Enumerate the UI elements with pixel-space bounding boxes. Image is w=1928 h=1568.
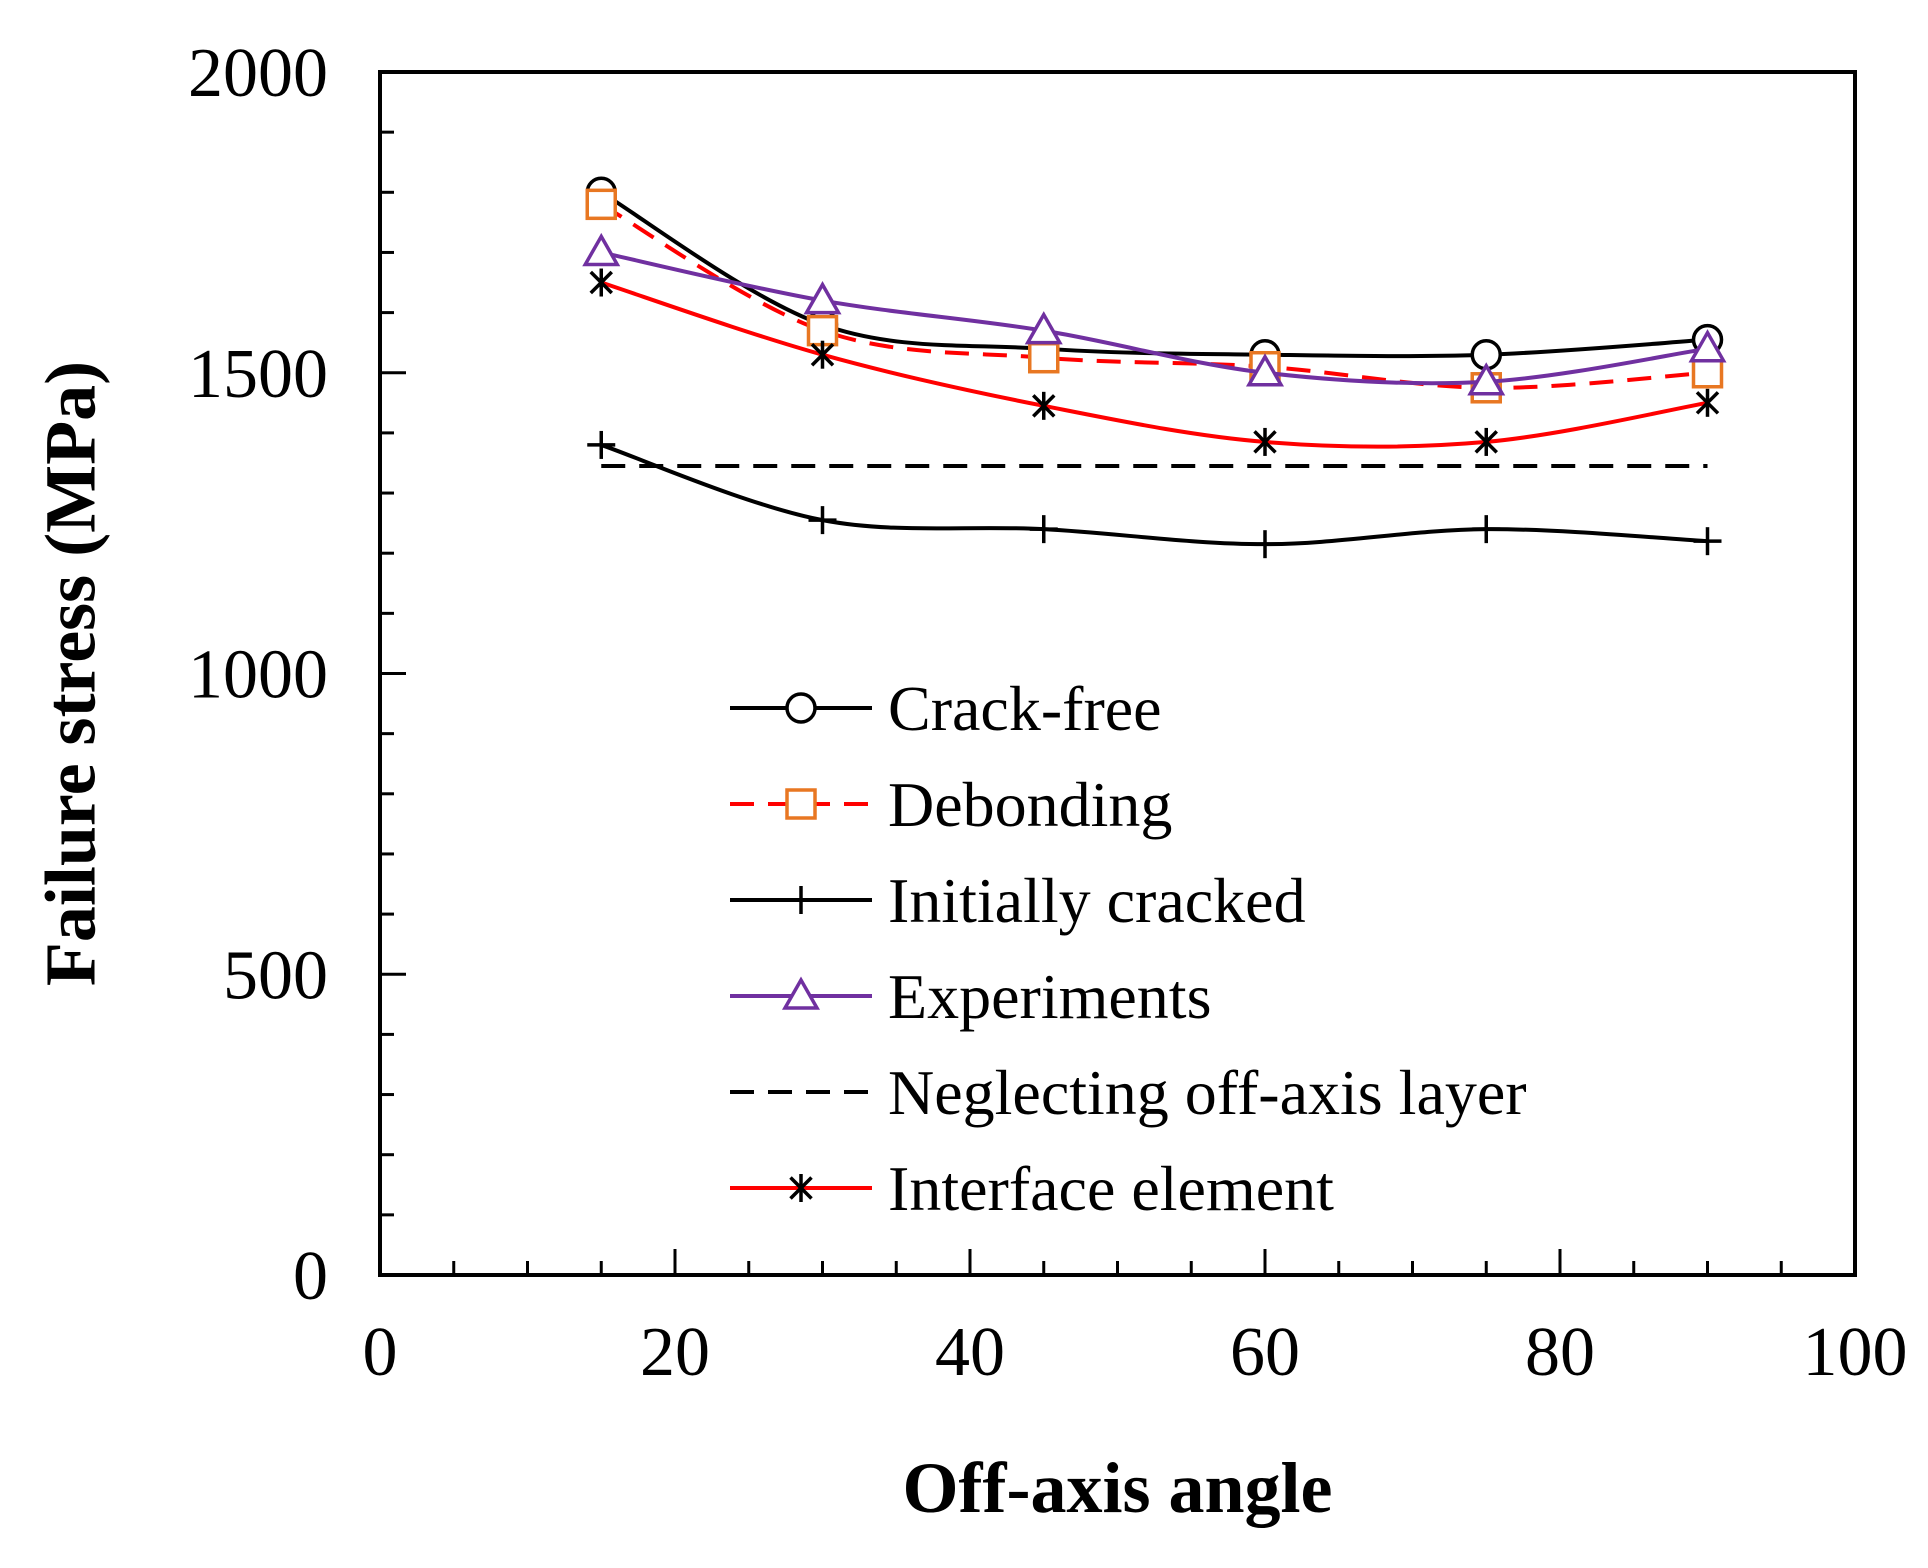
legend: Crack-free Debonding Initially cracked Expe… [730,673,1527,1224]
series-layer [582,176,1727,559]
data-point [1024,311,1063,345]
series-line [600,190,1708,359]
legend-item: Initially cracked [730,865,1306,936]
series-3 [582,232,1727,396]
series-line [600,280,1708,449]
x-tick-label: 40 [935,1314,1005,1391]
legend-marker [787,886,815,914]
series-line [600,250,1708,386]
legend-label: Experiments [888,961,1211,1032]
data-point [1472,515,1501,544]
legend-item: Experiments [730,961,1211,1032]
data-point [589,268,613,297]
legend-item: Interface element [730,1153,1334,1224]
legend-label: Neglecting off-axis layer [888,1057,1527,1128]
y-tick-label: 0 [293,1238,328,1315]
data-point [1693,527,1722,556]
plot-frame [378,70,1857,1277]
data-point [1029,515,1058,544]
x-tick-label: 20 [640,1314,710,1391]
series-line [600,202,1708,390]
legend-marker [781,976,821,1010]
x-tick-label: 100 [1803,1314,1908,1391]
legend-label: Initially cracked [888,865,1306,936]
legend-label: Crack-free [888,673,1162,744]
data-point [1691,357,1724,389]
legend-marker [789,1174,813,1202]
data-point [1032,391,1056,420]
series-line [600,443,1708,547]
legend-marker [785,788,817,820]
x-tick-label: 80 [1525,1314,1595,1391]
data-point [582,232,621,267]
data-point [587,430,616,459]
data-point [1253,427,1277,456]
y-axis-title: Failure stress (MPa) [31,361,111,986]
x-axis-title: Off-axis angle [903,1448,1333,1528]
y-tick-label: 1000 [188,637,328,714]
data-point [585,188,617,221]
series-5 [589,268,1720,456]
x-tick-label: 60 [1230,1314,1300,1391]
data-point [1688,329,1727,363]
data-point [803,281,842,315]
legend-label: Interface element [888,1153,1334,1224]
series-2 [587,430,1722,559]
y-tick-label: 1500 [188,336,328,413]
y-tick-label: 500 [223,937,328,1014]
legend-item: Debonding [730,769,1172,840]
legend-marker [785,692,817,724]
data-point [1028,341,1060,374]
data-point [1474,427,1498,456]
legend-item: Neglecting off-axis layer [730,1057,1527,1128]
data-point [1695,388,1720,417]
legend-item: Crack-free [730,673,1162,744]
series-1 [585,188,1724,404]
data-point [810,340,835,369]
x-tick-label: 0 [363,1314,398,1391]
data-point [1245,353,1285,387]
data-point [806,314,839,347]
data-point [808,506,837,535]
legend-label: Debonding [888,769,1172,840]
y-tick-label: 2000 [188,35,328,112]
data-point [1467,362,1506,396]
data-point [1251,530,1279,559]
